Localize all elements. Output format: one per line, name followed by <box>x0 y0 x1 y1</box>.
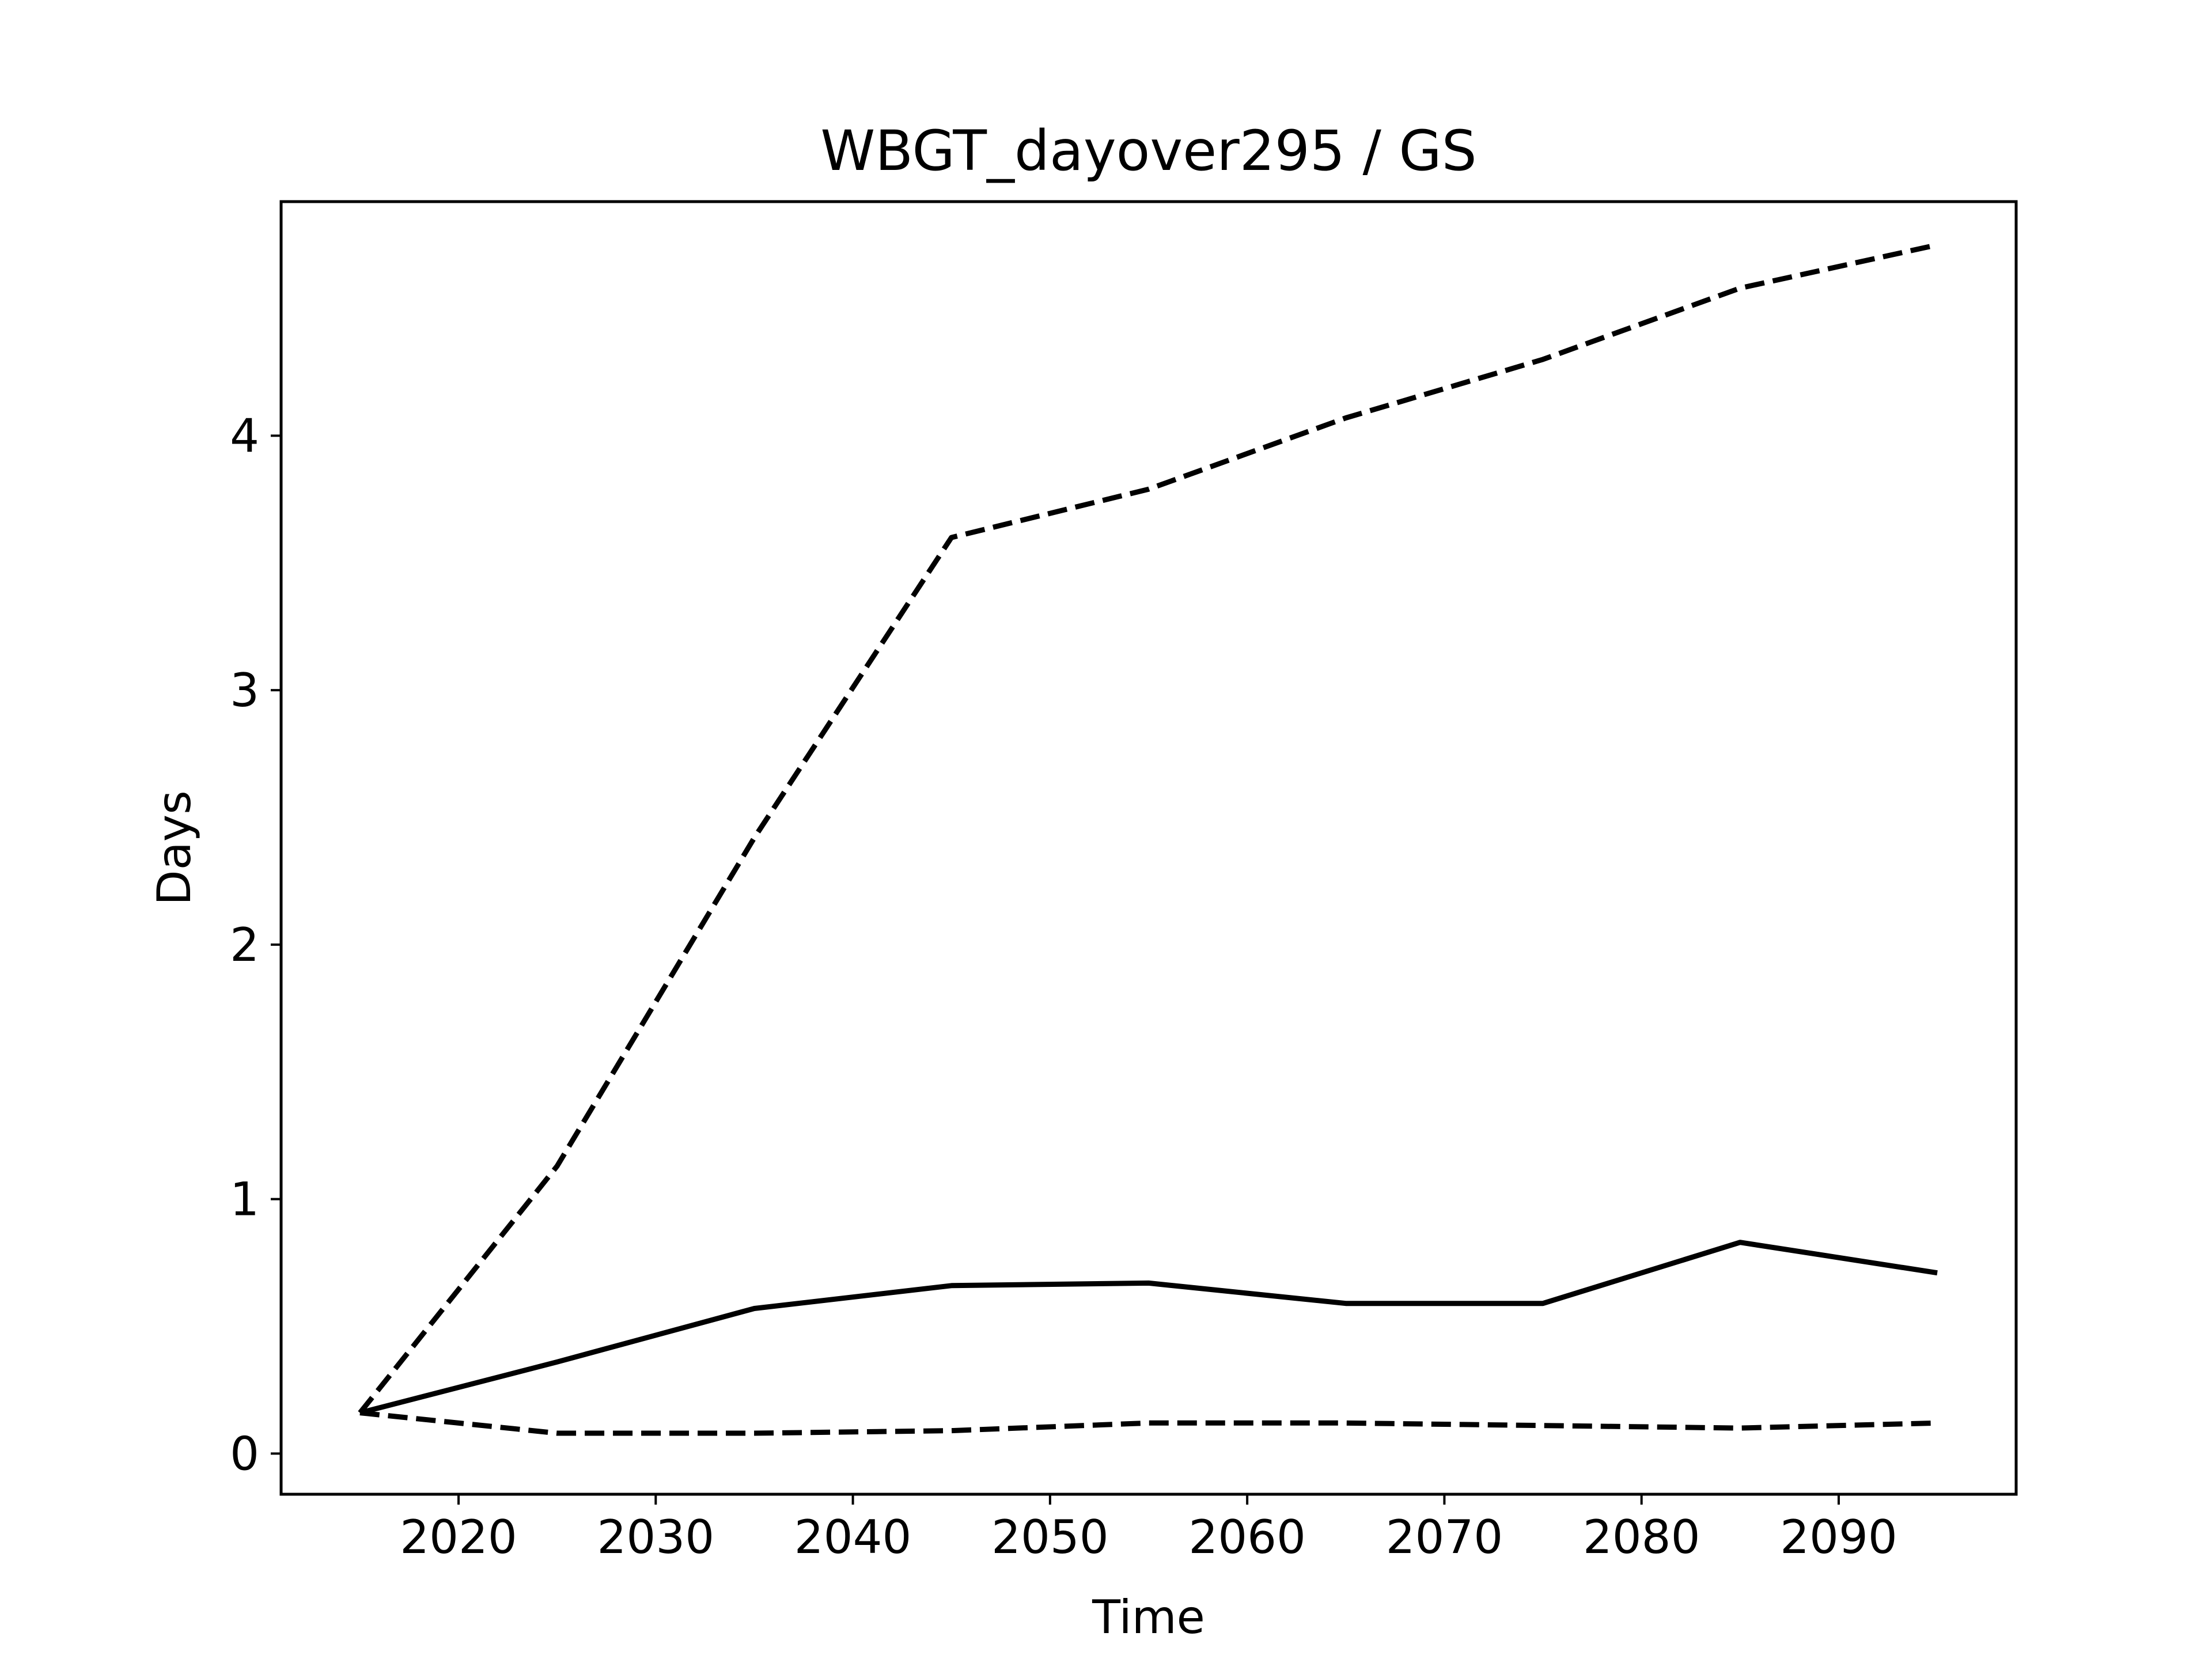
y-axis-label: Days <box>147 790 201 906</box>
chart-title: WBGT_dayover295 / GS <box>820 119 1476 183</box>
x-axis: 2020 2030 2040 2050 2060 2070 2080 2090 <box>400 1494 1897 1564</box>
plot-frame <box>279 200 2018 1496</box>
x-tick-label: 2050 <box>991 1510 1109 1564</box>
series-line-1 <box>359 1240 1938 1415</box>
x-tick-label: 2080 <box>1583 1510 1700 1564</box>
x-axis-label: Time <box>1092 1590 1205 1644</box>
x-tick-label: 2060 <box>1188 1510 1306 1564</box>
x-tick-label: 2020 <box>400 1510 517 1564</box>
y-tick-label: 3 <box>230 664 259 717</box>
x-tick-label: 2030 <box>597 1510 715 1564</box>
series-layer <box>358 242 1938 1436</box>
x-tick-label: 2090 <box>1780 1510 1897 1564</box>
y-tick-label: 0 <box>230 1427 259 1480</box>
y-tick-label: 1 <box>230 1173 259 1226</box>
series-line-2 <box>358 242 1938 1415</box>
y-tick-label: 2 <box>230 918 259 972</box>
y-tick-label: 4 <box>230 409 259 463</box>
series-line-3 <box>359 1410 1938 1436</box>
x-tick-label: 2070 <box>1386 1510 1503 1564</box>
y-axis: 0 1 2 3 4 <box>230 409 281 1480</box>
x-tick-label: 2040 <box>794 1510 912 1564</box>
